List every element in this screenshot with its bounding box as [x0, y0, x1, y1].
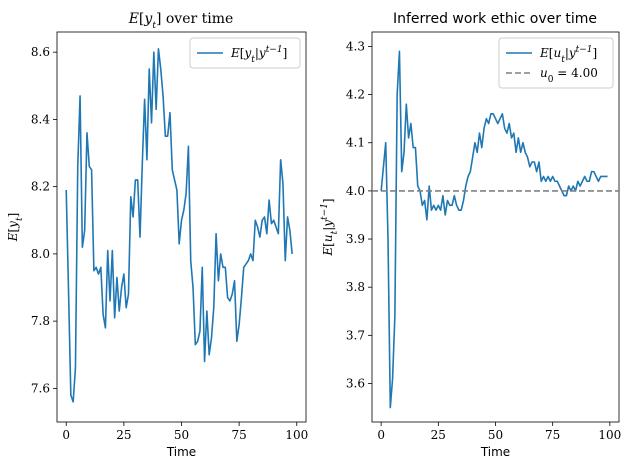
legend-box	[498, 37, 614, 89]
y-tick-label: 8.6	[31, 45, 50, 59]
y-tick-label: 3.8	[346, 280, 365, 294]
series-line-0	[380, 50, 608, 409]
y-tick-label: 8.4	[31, 112, 50, 126]
legend-label: E[yt|yt−1]	[230, 45, 287, 65]
y-tick-label: 3.7	[346, 328, 365, 342]
x-tick-label: 0	[62, 428, 70, 442]
chart-title: Inferred work ethic over time	[393, 11, 597, 27]
y-tick-label: 3.6	[346, 376, 365, 390]
x-tick-label: 25	[431, 428, 446, 442]
legend-label: u0 = 4.00	[540, 66, 598, 85]
x-tick-label: 100	[285, 428, 308, 442]
y-tick-label: 8.2	[31, 180, 50, 194]
chart-title: E[yt] over time	[128, 11, 234, 31]
y-tick-label: 7.8	[31, 314, 50, 328]
left-chart-panel: 0 25 50 75 100 7.6 7.8 8.0 8.2 8.4 8.6 Time E[yt] E[y…	[6, 11, 308, 459]
x-tick-label: 0	[377, 428, 385, 442]
y-tick-label: 3.9	[346, 232, 365, 246]
x-tick-label: 75	[231, 428, 246, 442]
right-chart-panel: 0 25 50 75 100 3.6 3.7 3.8 3.9 4.0 4.1 4.2 4.3 Time E[…	[320, 11, 621, 459]
x-tick-label: 100	[598, 428, 621, 442]
y-axis-label: E[ut|yt−1]	[320, 198, 340, 256]
x-tick-label: 50	[174, 428, 189, 442]
y-tick-label: 8.0	[31, 247, 50, 261]
x-tick-label: 25	[116, 428, 131, 442]
y-tick-label: 4.0	[346, 184, 365, 198]
series-line-0	[65, 48, 293, 403]
y-tick-label: 4.2	[346, 88, 365, 102]
legend: E[ut|yt−1]u0 = 4.00	[498, 37, 614, 89]
x-axis-label: Time	[166, 445, 196, 459]
y-tick-label: 4.3	[346, 39, 365, 53]
legend: E[yt|yt−1]	[189, 37, 301, 69]
legend-label: E[ut|yt−1]	[539, 45, 597, 65]
y-tick-label: 7.6	[31, 381, 50, 395]
y-tick-label: 4.1	[346, 136, 365, 150]
x-tick-label: 75	[545, 428, 560, 442]
legend-box	[189, 37, 301, 69]
y-axis-label: E[yt]	[6, 213, 25, 243]
x-axis-label: Time	[480, 445, 510, 459]
x-tick-label: 50	[488, 428, 503, 442]
plot-area-frame	[371, 31, 620, 423]
